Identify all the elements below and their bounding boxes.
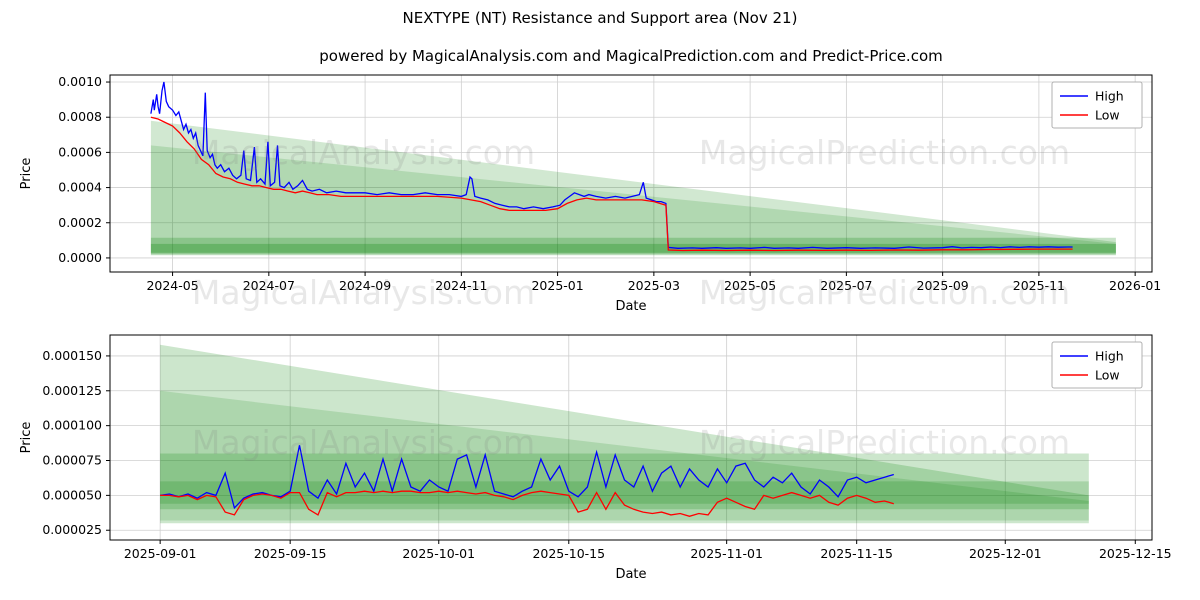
x-tick-label: 2025-12-01 [969, 546, 1042, 561]
x-tick-label: 2025-09-01 [124, 546, 197, 561]
plot-border [109, 334, 1153, 541]
high-line [160, 445, 894, 510]
x-tick-label: 2025-09 [917, 278, 969, 293]
low-line [150, 116, 1073, 252]
x-tick-label: 2025-03 [628, 278, 680, 293]
plot-area [110, 75, 1152, 272]
y-axis-label: Price [19, 422, 34, 454]
resistance-wedge-outer-band [160, 344, 1089, 524]
x-tick-label: 2024-05 [146, 278, 198, 293]
y-tick-label: 0.0000 [58, 250, 102, 265]
x-tick-label: 2024-09 [339, 278, 391, 293]
legend-label: High [1095, 89, 1124, 104]
y-tick-label: 0.0002 [58, 215, 102, 230]
price-chart-recent: 2025-09-01 2025-09-15 2025-10-01 2025-10-15… [19, 334, 1172, 582]
x-tick-label: 2025-12-15 [1099, 546, 1172, 561]
plot-area [110, 335, 1152, 540]
legend [1051, 81, 1143, 129]
y-tick-label: 0.000025 [42, 522, 102, 537]
x-axis-label: Date [615, 567, 646, 582]
y-tick-label: 0.000100 [42, 418, 102, 433]
x-tick-label: 2024-11 [435, 278, 487, 293]
y-tick-label: 0.000125 [42, 383, 102, 398]
y-tick-label: 0.0010 [58, 74, 102, 89]
y-axis-label: Price [19, 158, 34, 190]
x-tick-label: 2025-10-15 [532, 546, 605, 561]
x-tick-label: 2025-10-01 [402, 546, 475, 561]
figure-subtitle: powered by MagicalAnalysis.com and Magic… [319, 47, 943, 65]
x-tick-label: 2025-11-15 [820, 546, 893, 561]
plot-border [109, 74, 1153, 273]
high-line [150, 81, 1073, 249]
figure-title: NEXTYPE (NT) Resistance and Support area… [402, 9, 798, 27]
legend-label: High [1095, 349, 1124, 364]
legend [1051, 341, 1143, 389]
x-tick-label: 2025-07 [820, 278, 872, 293]
resistance-wedge-inner-band [160, 390, 1089, 521]
legend-label: Low [1095, 108, 1120, 123]
resistance-wedge-outer-band [150, 120, 1116, 255]
y-tick-label: 0.000075 [42, 453, 102, 468]
x-tick-label: 2025-11 [1013, 278, 1065, 293]
support-band-core-band [160, 481, 1089, 504]
x-axis-label: Date [615, 299, 646, 314]
x-tick-label: 2025-05 [724, 278, 776, 293]
y-tick-label: 0.0006 [58, 144, 102, 159]
y-tick-label: 0.000050 [42, 487, 102, 502]
x-tick-label: 2025-09-15 [254, 546, 327, 561]
x-tick-label: 2026-01 [1109, 278, 1161, 293]
low-line [160, 490, 894, 517]
x-tick-label: 2024-07 [243, 278, 295, 293]
support-band-core-band [150, 243, 1116, 253]
x-tick-label: 2025-01 [531, 278, 583, 293]
y-tick-label: 0.000150 [42, 348, 102, 363]
x-tick-label: 2025-11-01 [690, 546, 763, 561]
y-tick-label: 0.0008 [58, 109, 102, 124]
legend-label: Low [1095, 368, 1120, 383]
y-tick-label: 0.0004 [58, 180, 102, 195]
price-chart-long-term: 2024-05 2024-07 2024-09 2024-11 2025-01 2025-… [19, 74, 1161, 314]
